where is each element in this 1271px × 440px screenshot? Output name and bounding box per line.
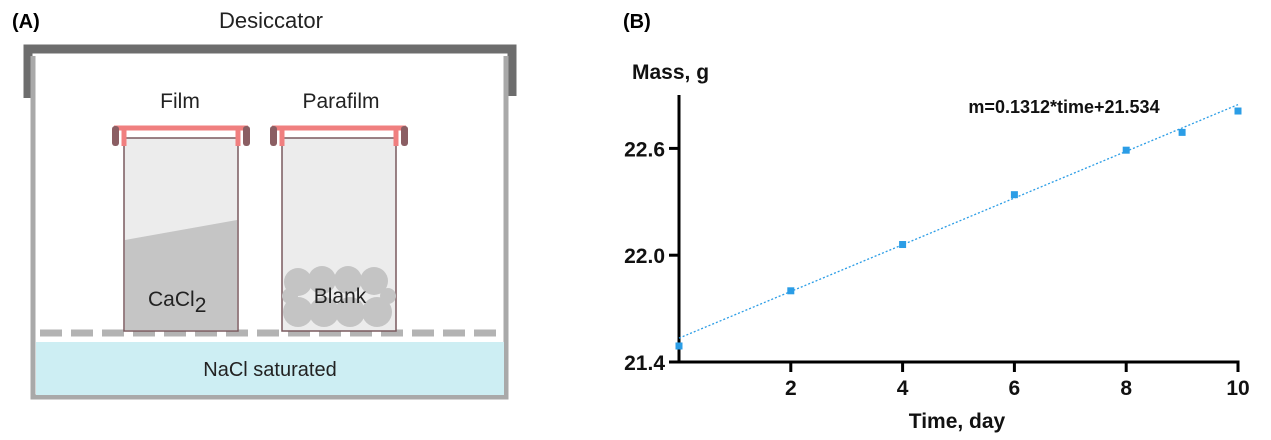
fit-line [678,104,1239,339]
jar-film: CaCl2 [112,125,250,332]
panel-b: (B) Mass, g m=0.1312*time+21.534 Time, d… [623,11,1250,433]
panel-a: (A) Desiccator NaCl saturated Film Paraf… [12,8,517,400]
cap-clip-left [112,126,119,146]
y-tick-label: 22.0 [624,245,665,268]
data-point [1122,146,1130,154]
x-tick-label: 6 [1009,377,1021,400]
parafilm-label: Parafilm [302,90,379,113]
x-axis-title: Time, day [909,410,1006,433]
data-point [1178,128,1186,136]
data-point [675,342,683,350]
fit-equation: m=0.1312*time+21.534 [968,97,1159,117]
film-label: Film [160,90,200,113]
desiccator-lid [23,44,517,98]
data-point [1010,191,1018,199]
y-tick-label: 21.4 [624,352,665,375]
cacl2-label: CaCl2 [148,288,206,317]
y-tick-label: 22.6 [624,138,665,161]
plot-area: 21.4 22.0 22.6 2 4 6 8 10 [624,95,1250,400]
x-tick-label: 2 [785,377,797,400]
desiccator-body [30,56,509,400]
y-axis-title: Mass, g [632,61,709,84]
cacl2-fill [125,220,237,330]
nacl-label: NaCl saturated [203,359,336,381]
data-point [1234,107,1242,115]
x-tick-label: 4 [897,377,909,400]
desiccator-title: Desiccator [219,8,323,33]
panel-a-label: (A) [12,11,40,33]
x-tick-label: 10 [1226,377,1249,400]
blank-label: Blank [314,285,367,308]
jar-parafilm: Blank [270,125,408,332]
x-tick-label: 8 [1120,377,1132,400]
data-point [787,287,795,295]
panel-b-label: (B) [623,11,651,33]
blank-beads [282,266,396,327]
data-point [899,241,907,249]
cap-clip-right [243,126,250,146]
nacl-solution [36,342,504,395]
